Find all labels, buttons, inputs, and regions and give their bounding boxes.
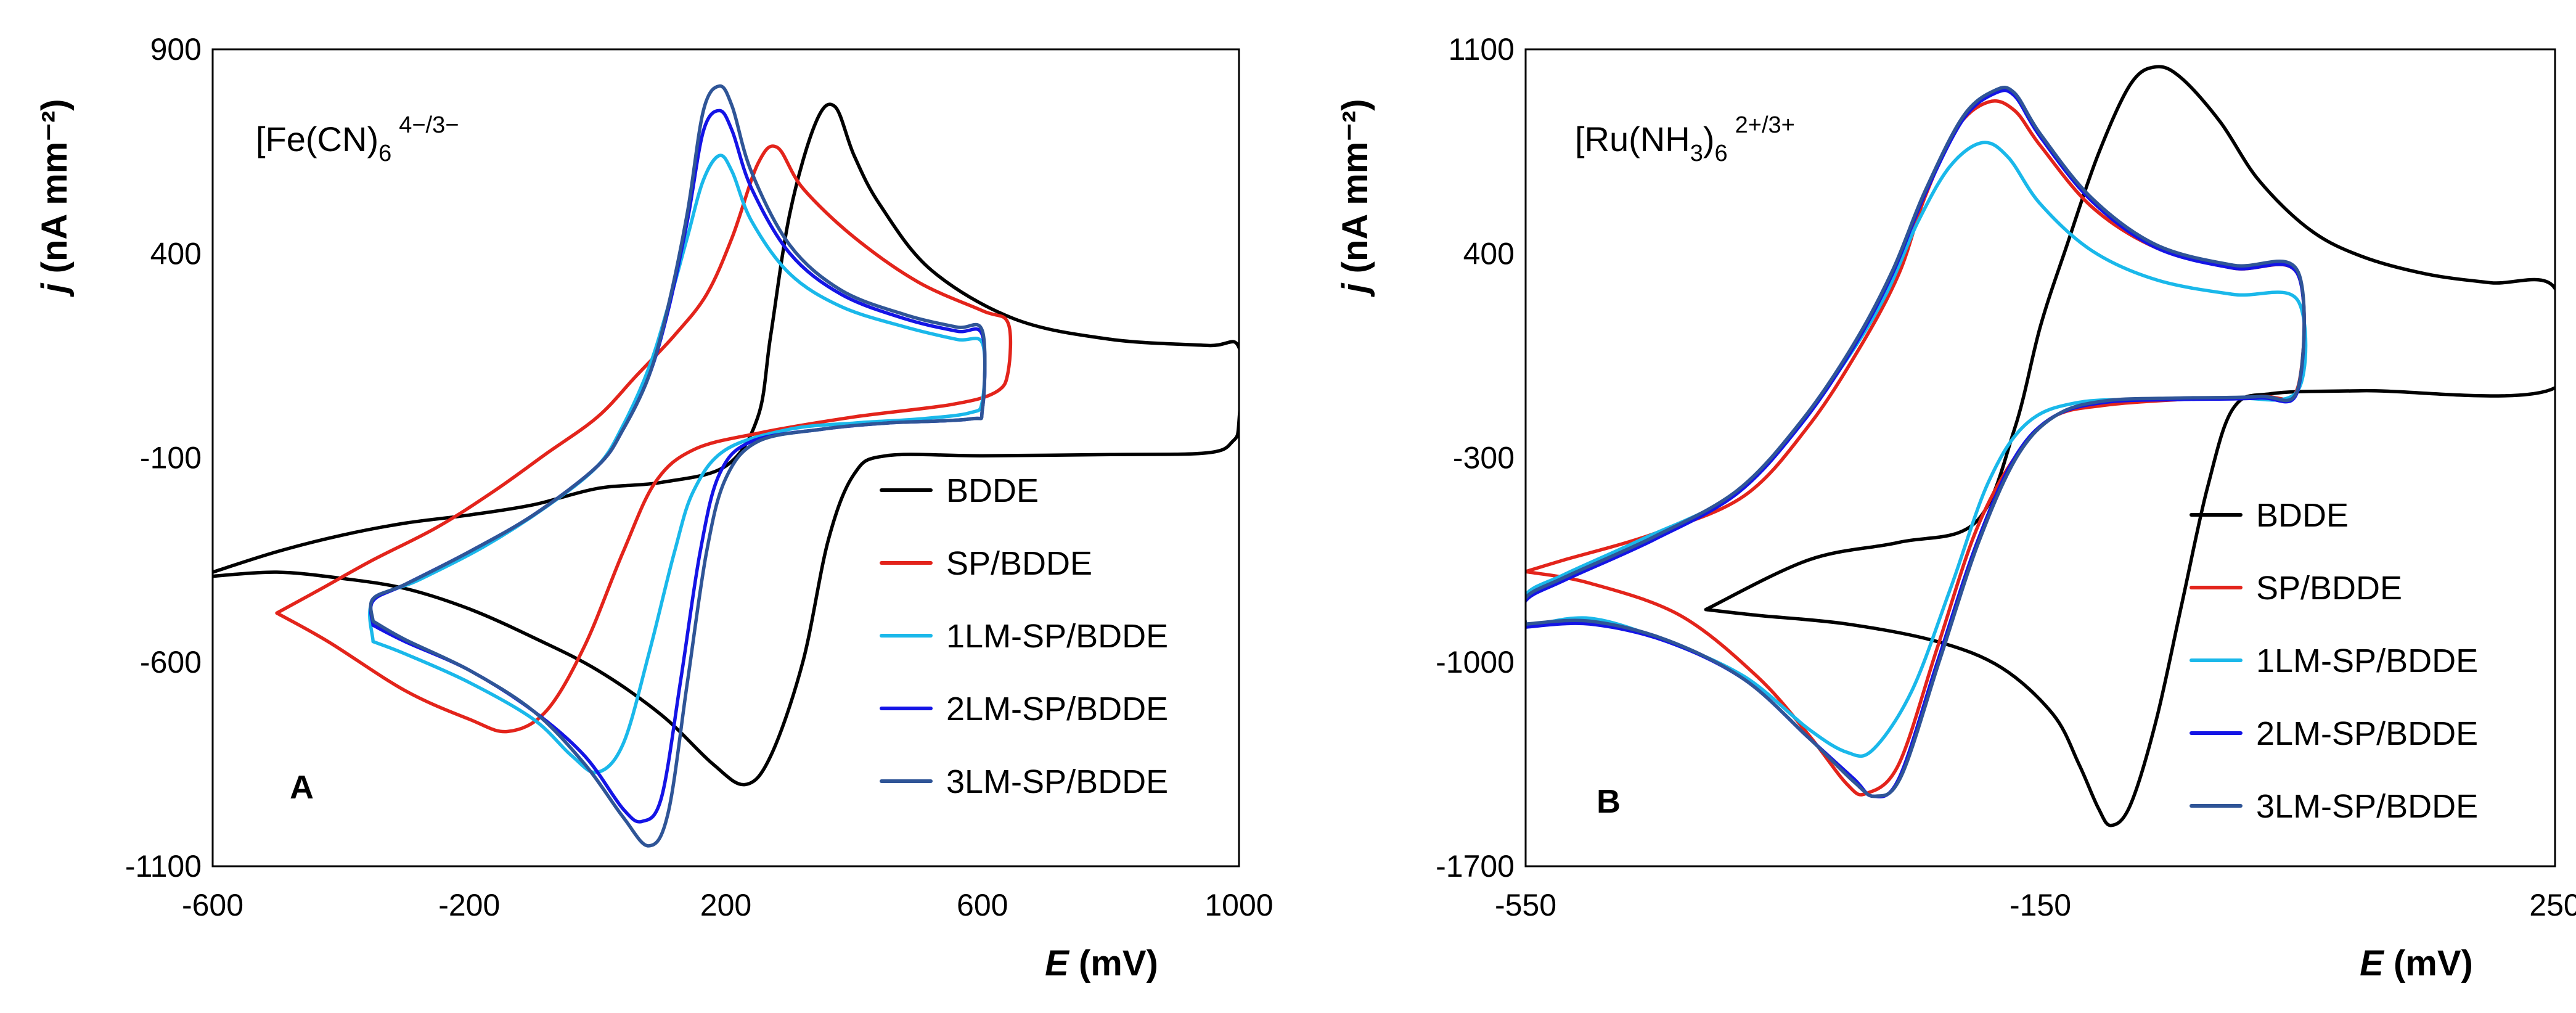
panel-a: -600 -200 200 600 1000 -1100 -600 -100 400 900 [F… [35,32,1274,983]
x-tick-label: 1000 [1204,888,1273,922]
y-tick-label: -100 [140,441,202,475]
panel-b-legend: BDDE SP/BDDE 1LM-SP/BDDE 2LM-SP/BDDE 3LM-SP/… [2190,497,2478,825]
legend-label-3lm-sp-bdde: 3LM-SP/BDDE [2256,788,2478,825]
y-tick-label: -1700 [1436,849,1515,884]
panel-b-x-axis-title: E (mV) [2360,943,2473,983]
panel-a-tick-labels: -600 -200 200 600 1000 -1100 -600 -100 400 900 [125,32,1274,922]
x-tick-label: -600 [182,888,243,922]
legend-label-bdde: BDDE [946,472,1039,509]
panel-a-plot-frame [211,48,1240,867]
x-tick-label: 200 [700,888,751,922]
x-tick-label: -550 [1495,888,1556,922]
panel-b-tick-labels: -550 -150 250 -1700 -1000 -300 400 1100 [1436,32,2576,922]
y-tick-label: -300 [1453,441,1515,475]
legend-label-bdde: BDDE [2256,497,2349,534]
y-tick-label: -600 [140,645,202,679]
x-tick-label: 250 [2529,888,2576,922]
x-tick-label: -150 [2010,888,2071,922]
panel-a-letter: A [290,769,314,806]
panel-b-compound-label: [Ru(NH3)62+/3+ [1575,112,1795,166]
legend-label-sp-bdde: SP/BDDE [946,545,1092,582]
panel-a-y-axis-title: j (nA mm⁻²) [35,99,75,297]
y-tick-label: 400 [150,236,202,271]
series-sp-bdde-line [275,144,1013,734]
panel-b-letter: B [1597,783,1621,820]
legend-label-sp-bdde: SP/BDDE [2256,570,2402,607]
panel-b: -550 -150 250 -1700 -1000 -300 400 1100 [Ru(NH3… [1335,32,2576,983]
panel-a-x-axis-title: E (mV) [1045,943,1158,983]
panel-b-plot-frame [1524,48,2556,867]
y-tick-label: 1100 [1448,32,1515,67]
y-tick-label: 400 [1463,236,1515,271]
panel-b-y-axis-title: j (nA mm⁻²) [1335,99,1375,297]
legend-label-1lm-sp-bdde: 1LM-SP/BDDE [2256,642,2478,679]
panel-b-traces [1526,65,2555,827]
x-tick-label: 600 [957,888,1008,922]
y-tick-label: 900 [150,32,202,67]
series-3lm-sp-bdde-line [369,84,987,848]
series-3lm-sp-bdde-line [1526,86,2306,798]
x-tick-label: -200 [438,888,500,922]
y-tick-label: -1000 [1436,645,1515,679]
legend-label-3lm-sp-bdde: 3LM-SP/BDDE [946,763,1168,800]
legend-label-2lm-sp-bdde: 2LM-SP/BDDE [2256,715,2478,752]
y-tick-label: -1100 [125,849,202,884]
legend-label-2lm-sp-bdde: 2LM-SP/BDDE [946,691,1168,728]
panel-a-compound-label: [Fe(CN)64−/3− [256,112,459,166]
series-bdde-line [1704,65,2555,827]
panel-a-legend: BDDE SP/BDDE 1LM-SP/BDDE 2LM-SP/BDDE 3LM-SP/… [880,472,1168,800]
legend-label-1lm-sp-bdde: 1LM-SP/BDDE [946,618,1168,655]
